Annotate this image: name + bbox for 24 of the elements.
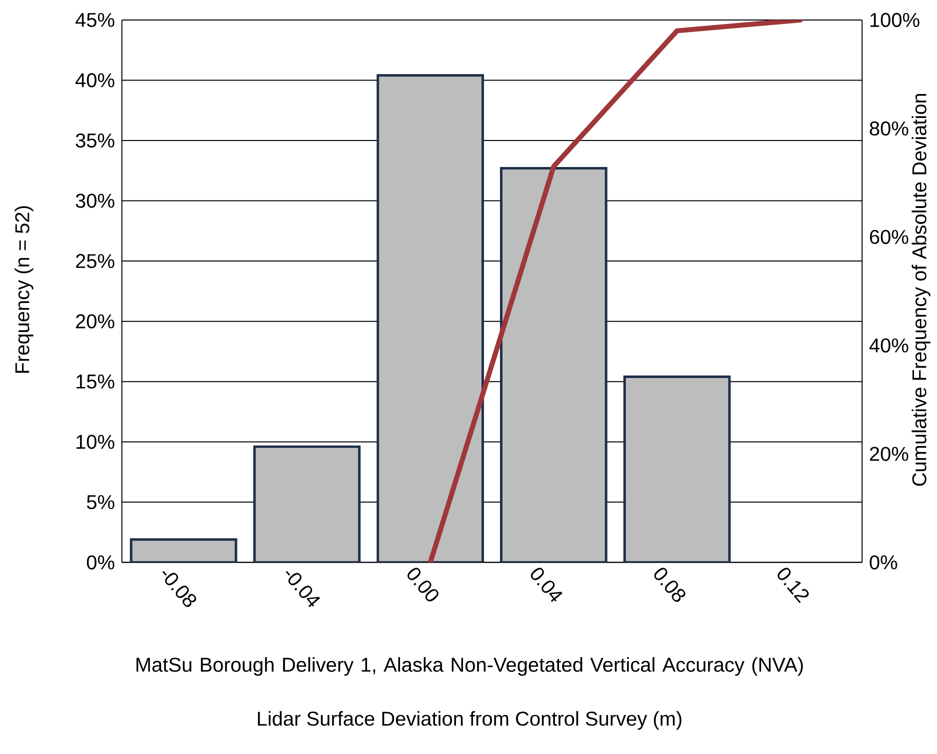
y2-tick-label: 20% — [870, 446, 908, 461]
y2-tick-label: 100% — [870, 12, 920, 27]
y-tick-label: 10% — [76, 434, 114, 449]
y-tick-label: 0% — [86, 555, 114, 570]
line-series — [428, 20, 803, 562]
y2-tick-label: 80% — [870, 121, 908, 136]
y-tick-label: 25% — [76, 254, 114, 268]
y2-tick-label: 60% — [870, 230, 908, 244]
y-tick-label: 40% — [75, 73, 114, 88]
y2-tick-label: 40% — [869, 338, 908, 352]
x-axis-title: MatSu Borough Delivery 1, Alaska Non-Vegetated Vertical Accuracy (NVA) — [136, 657, 803, 676]
y2-tick-label: 0% — [870, 555, 898, 570]
y2-axis-title: Cumulative Frequency of Absolute Deviation — [912, 94, 930, 486]
text: Lidar Surface Deviation from Control Survey (m) — [258, 711, 682, 730]
y-tick-label: 35% — [76, 133, 114, 148]
bar — [254, 446, 360, 562]
bar — [378, 75, 483, 562]
y-tick-label: 20% — [76, 314, 114, 328]
y-tick-label: 15% — [76, 374, 114, 389]
y-tick-label: 45% — [75, 12, 114, 27]
bar — [501, 168, 606, 562]
y-tick-label: 30% — [76, 194, 114, 208]
y-axis-title: Frequency (n = 52) — [14, 206, 34, 373]
y-tick-label: 5% — [86, 495, 114, 510]
